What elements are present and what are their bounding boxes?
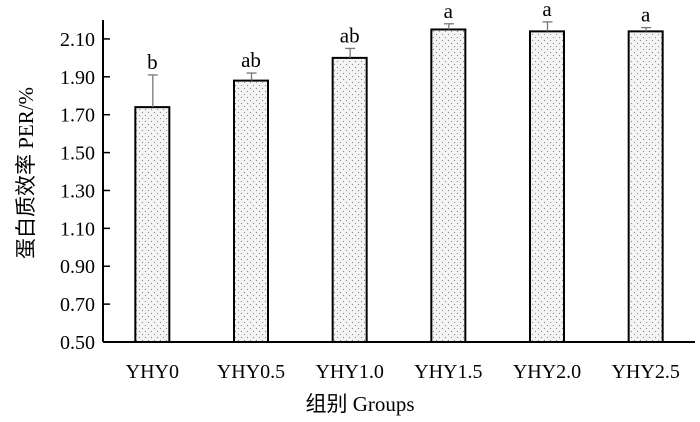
bar-YHY2.0 <box>529 30 565 343</box>
x-tick-label: YHY2.0 <box>513 361 581 383</box>
bar-YHY2.5 <box>627 30 664 343</box>
x-axis-title: 组别 Groups <box>305 392 414 416</box>
bars: b ab ab a a a <box>134 0 664 344</box>
x-tick-label: YHY1.5 <box>414 361 482 383</box>
bar-YHY0 <box>134 106 171 343</box>
y-tick-label: 0.50 <box>60 332 95 354</box>
y-axis: 0.50 0.70 0.90 1.10 1.30 1.50 1.70 1.90 2.10 <box>60 20 110 354</box>
x-axis: YHY0 YHY0.5 YHY1.0 YHY1.5 YHY2.0 YHY2.5 <box>103 341 695 383</box>
significance-label: ab <box>340 23 360 47</box>
y-tick-label: 2.10 <box>60 29 95 51</box>
y-tick-label: 1.50 <box>60 143 95 165</box>
significance-label: a <box>542 0 552 21</box>
significance-label: ab <box>241 48 261 72</box>
bar-YHY1.0 <box>331 56 368 343</box>
x-tick-label: YHY1.0 <box>315 361 383 383</box>
y-tick-label: 1.70 <box>60 105 95 127</box>
y-axis-title: 蛋白质效率 PER/% <box>14 87 38 259</box>
y-tick-label: 1.10 <box>60 218 95 240</box>
significance-label: a <box>444 0 454 23</box>
significance-label: a <box>641 3 651 27</box>
x-tick-label: YHY0.5 <box>217 361 285 383</box>
x-tick-label: YHY0 <box>126 361 179 383</box>
y-tick-label: 0.70 <box>60 294 95 316</box>
y-tick-label: 1.30 <box>60 180 95 202</box>
bar-YHY1.5 <box>430 28 467 344</box>
significance-label: b <box>147 50 158 74</box>
x-tick-label: YHY2.5 <box>611 361 679 383</box>
y-tick-label: 1.90 <box>60 67 95 89</box>
y-tick-label: 0.90 <box>60 256 95 278</box>
bar-YHY0.5 <box>233 79 269 344</box>
